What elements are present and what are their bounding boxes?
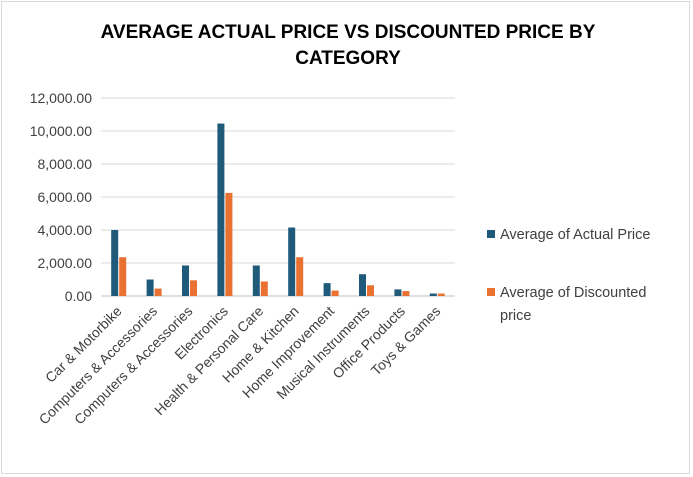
y-tick-label: 4,000.00	[38, 222, 93, 238]
bar-actual-price	[217, 123, 225, 296]
bar-discounted-price	[225, 192, 233, 296]
y-tick-label: 6,000.00	[38, 189, 93, 205]
legend-swatch-discounted-price	[487, 288, 495, 296]
legend-swatch-actual-price	[487, 230, 495, 238]
y-tick-label: 0.00	[65, 288, 92, 304]
bar-actual-price	[182, 265, 189, 296]
y-tick-label: 10,000.00	[30, 123, 92, 139]
bar-discounted-price	[331, 290, 339, 296]
bar-discounted-price	[367, 285, 374, 296]
bar-discounted-price	[119, 257, 127, 296]
y-tick-label: 8,000.00	[38, 156, 93, 172]
legend-label-discounted-price: Average of Discounted price	[500, 285, 646, 324]
bar-discounted-price	[296, 257, 304, 296]
bar-actual-price	[146, 279, 154, 296]
legend-label-actual-price: Average of Actual Price	[500, 227, 650, 243]
bar-discounted-price	[154, 288, 162, 296]
bar-actual-price	[252, 265, 260, 296]
bar-actual-price	[394, 289, 402, 296]
chart-title: AVERAGE ACTUAL PRICE VS DISCOUNTED PRICE…	[100, 22, 596, 69]
y-tick-label: 2,000.00	[38, 255, 93, 271]
bar-actual-price	[359, 274, 366, 296]
bar-discounted-price	[402, 291, 410, 296]
bar-discounted-price	[190, 280, 197, 296]
bar-discounted-price	[260, 281, 268, 296]
y-tick-label: 12,000.00	[30, 90, 92, 106]
bar-actual-price	[111, 230, 119, 296]
bar-actual-price	[323, 283, 331, 296]
bar-discounted-price	[437, 293, 445, 296]
bar-actual-price	[288, 227, 296, 296]
bar-actual-price	[429, 293, 437, 296]
